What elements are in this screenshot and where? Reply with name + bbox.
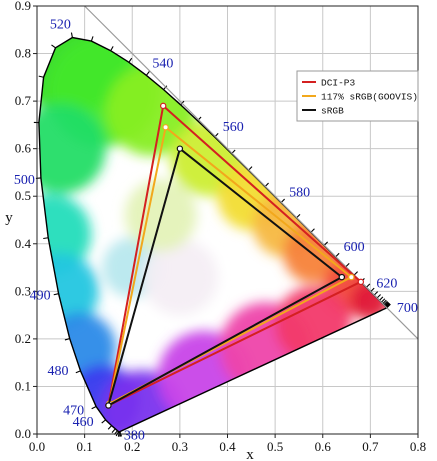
locus-tick: [384, 301, 389, 306]
wavelength-label: 500: [14, 173, 35, 188]
primary-point: [105, 402, 112, 409]
y-tick-label: 0.2: [15, 331, 31, 346]
wavelength-label: 490: [30, 289, 51, 304]
y-tick-label: 0.5: [15, 188, 31, 203]
legend-entry: sRGB: [321, 106, 344, 117]
wavelength-label: 620: [376, 276, 397, 291]
locus-tick: [365, 283, 371, 288]
locus-tick: [323, 241, 329, 246]
legend-box: [296, 70, 419, 122]
locus-tick: [380, 298, 386, 303]
locus-tick: [379, 296, 384, 301]
x-tick-label: 0.5: [267, 439, 283, 454]
x-tick-label: 0.3: [172, 439, 188, 454]
locus-tick: [38, 75, 44, 78]
locus-tick: [64, 338, 70, 341]
locus-tick: [101, 419, 106, 424]
locus-tick: [163, 85, 168, 90]
y-tick-label: 0.9: [15, 0, 31, 13]
locus-tick: [43, 237, 49, 240]
legend-entry: DCI-P3: [321, 78, 356, 89]
x-tick-label: 0.8: [410, 439, 426, 454]
y-tick-label: 0.3: [15, 283, 31, 298]
wavelength-label: 700: [397, 301, 418, 316]
x-tick-label: 0.2: [124, 439, 140, 454]
legend: DCI-P3 117% sRGB(GOOVIS) sRGB: [296, 70, 419, 122]
locus-tick: [384, 302, 390, 307]
primary-point: [160, 102, 167, 110]
locus-tick: [111, 428, 116, 433]
wavelength-label: 470: [63, 404, 84, 419]
wavelength-label: 520: [50, 17, 71, 32]
gamut-triangle: [107, 104, 362, 407]
locus-tick: [128, 57, 133, 63]
wavelength-label: 580: [289, 186, 310, 201]
locus-tick: [91, 406, 97, 410]
y-tick-label: 0.0: [15, 426, 31, 441]
locus-tick: [386, 303, 391, 309]
locus-tick: [383, 300, 388, 306]
legend-entry: 117% sRGB(GOOVIS): [321, 92, 418, 103]
locus-tick: [373, 291, 379, 296]
x-tick-label: 0.7: [362, 439, 379, 454]
locus-tick: [382, 299, 387, 305]
locus-tick: [51, 44, 56, 49]
x-tick-label: 0.0: [29, 439, 45, 454]
locus-tick: [90, 36, 94, 42]
primary-point: [176, 145, 184, 152]
gamut-triangles: [105, 102, 365, 409]
gamut-triangle: [107, 147, 343, 407]
x-tick-label: 0.4: [219, 439, 236, 454]
spectral-fill: [38, 37, 387, 432]
primary-point: [357, 278, 365, 286]
locus-tick: [110, 46, 114, 52]
locus-tick: [70, 32, 73, 38]
y-tick-label: 0.6: [15, 141, 32, 156]
y-axis-label: y: [5, 210, 13, 226]
locus-tick: [53, 293, 59, 296]
locus-tick: [353, 271, 358, 276]
gamut-triangle: [108, 126, 353, 405]
primary-point: [338, 273, 345, 281]
y-tick-label: 0.8: [15, 46, 31, 61]
primary-point: [348, 273, 355, 281]
locus-tick: [145, 71, 150, 76]
y-tick-label: 0.1: [15, 378, 31, 393]
wavelength-label: 460: [73, 415, 94, 430]
wavelength-label: 600: [344, 240, 365, 255]
locus-tick: [370, 287, 375, 293]
x-axis-label: x: [246, 447, 254, 461]
wavelength-label: 480: [47, 364, 68, 379]
x-tick-label: 0.6: [315, 439, 332, 454]
wavelength-label: 380: [124, 429, 145, 444]
locus-tick: [335, 252, 340, 258]
axes: 0.0 0.1 0.2 0.3 0.4 0.5 0.6 0.7 0.8 0.0 0.1 0.2 0.3 0…: [5, 0, 426, 461]
locus-tick: [107, 425, 112, 430]
locus-tick: [75, 370, 81, 374]
primary-point: [162, 124, 169, 131]
chromaticity-fill: [38, 37, 387, 432]
x-tick-label: 0.1: [77, 439, 93, 454]
y-tick-label: 0.7: [15, 93, 32, 108]
y-tick-label: 0.4: [15, 236, 32, 251]
locus-tick: [310, 228, 315, 233]
wavelength-label: 560: [223, 120, 244, 135]
locus-tick: [345, 262, 350, 268]
wavelength-label: 540: [152, 56, 173, 71]
locus-tick: [376, 294, 381, 299]
